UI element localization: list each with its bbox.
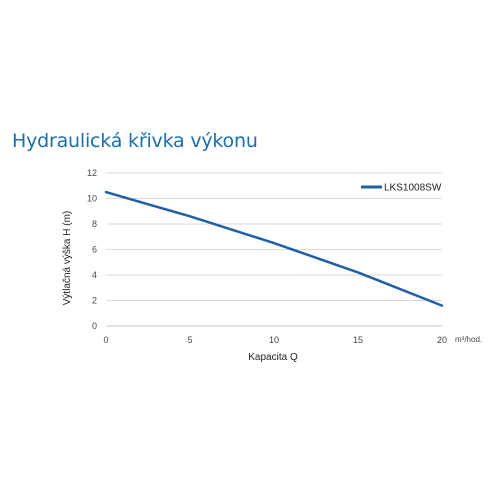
- y-tick-label: 4: [92, 270, 97, 280]
- series-line-lks1008sw: [104, 190, 444, 307]
- series-lines: [104, 190, 444, 307]
- grid-lines: [106, 172, 442, 327]
- x-tick-label: 15: [353, 335, 363, 345]
- x-axis-title: Kapacita Q: [248, 352, 298, 363]
- y-tick-label: 12: [87, 168, 97, 178]
- x-axis-unit: m³/hod.: [455, 335, 482, 344]
- y-tick-label: 0: [92, 321, 97, 331]
- y-tick-label: 10: [87, 194, 97, 204]
- y-tick-label: 2: [92, 296, 97, 306]
- axis-ticks: 0 2 4 6 8 10 12 0 5 10 15 20: [87, 168, 447, 345]
- x-tick-label: 20: [437, 335, 447, 345]
- y-tick-label: 6: [92, 245, 97, 255]
- legend: LKS1008SW: [361, 183, 442, 194]
- x-tick-label: 5: [187, 335, 192, 345]
- x-tick-label: 10: [269, 335, 279, 345]
- page-title: Hydraulická křivka výkonu: [12, 130, 258, 152]
- legend-label: LKS1008SW: [384, 183, 442, 194]
- y-tick-label: 8: [92, 219, 97, 229]
- x-tick-label: 0: [103, 335, 108, 345]
- y-axis-title: Výtlačná výška H (m): [62, 211, 73, 305]
